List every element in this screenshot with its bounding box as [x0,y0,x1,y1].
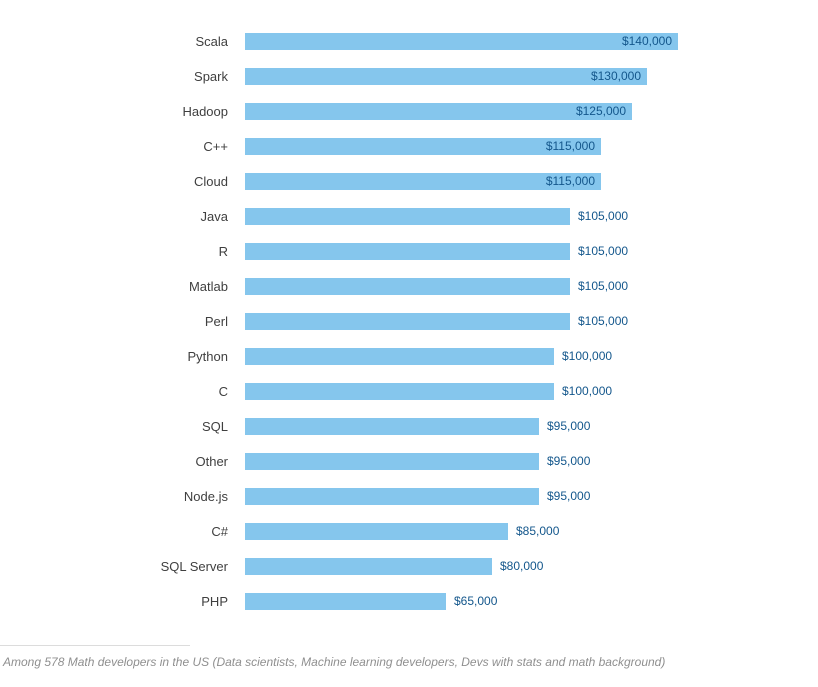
bar [245,173,601,190]
bar [245,593,446,610]
category-label: SQL Server [160,559,228,574]
salary-bar-chart: Scala $140,000 Spark $130,000 Hadoop $125,000… [0,24,818,619]
bar-track: $105,000 [245,243,818,260]
bar [245,243,570,260]
category-label: Matlab [188,279,228,294]
bar [245,33,678,50]
bar-row: R $105,000 [0,234,818,269]
value-label: $105,000 [578,279,629,293]
bar [245,453,539,470]
value-label: $125,000 [575,104,626,118]
bar-row: C $100,000 [0,374,818,409]
bar-row: Perl $105,000 [0,304,818,339]
bar-row: Python $100,000 [0,339,818,374]
bar-track: $140,000 [245,33,818,50]
bar-track: $115,000 [245,138,818,155]
bar-track: $80,000 [245,558,818,575]
value-label: $130,000 [590,69,641,83]
value-label: $100,000 [562,384,613,398]
bar-row: Other $95,000 [0,444,818,479]
category-label: R [218,244,228,259]
bar-track: $105,000 [245,313,818,330]
bar-track: $65,000 [245,593,818,610]
category-label: Perl [204,314,228,329]
bar-row: Java $105,000 [0,199,818,234]
value-label: $105,000 [578,314,629,328]
bar [245,138,601,155]
category-label: Hadoop [182,104,228,119]
bar-track: $100,000 [245,348,818,365]
bar-track: $105,000 [245,208,818,225]
bar-row: Matlab $105,000 [0,269,818,304]
bar-track: $100,000 [245,383,818,400]
value-label: $115,000 [545,139,595,153]
bar-track: $125,000 [245,103,818,120]
bar [245,558,492,575]
category-label: Python [187,349,228,364]
value-label: $65,000 [454,594,498,608]
bar-row: SQL $95,000 [0,409,818,444]
value-label: $80,000 [500,559,544,573]
bar-track: $130,000 [245,68,818,85]
value-label: $140,000 [621,34,672,48]
value-label: $95,000 [547,454,591,468]
bar-row: SQL Server $80,000 [0,549,818,584]
bar [245,278,570,295]
category-label: Scala [195,34,228,49]
value-label: $105,000 [578,209,629,223]
value-label: $105,000 [578,244,629,258]
bar-row: Scala $140,000 [0,24,818,59]
category-label: C [218,384,228,399]
bar [245,208,570,225]
bar-row: Cloud $115,000 [0,164,818,199]
bar-row: Node.js $95,000 [0,479,818,514]
category-label: Node.js [183,489,228,504]
value-label: $95,000 [547,489,591,503]
bar-row: C# $85,000 [0,514,818,549]
footer-divider [0,645,190,646]
bar-row: PHP $65,000 [0,584,818,619]
bar-track: $95,000 [245,453,818,470]
bar [245,68,647,85]
bar [245,383,554,400]
category-label: Spark [194,69,228,84]
chart-footnote: Among 578 Math developers in the US (Dat… [3,655,666,669]
category-label: C# [211,524,228,539]
bar-track: $105,000 [245,278,818,295]
bar-row: Spark $130,000 [0,59,818,94]
bar [245,103,632,120]
category-label: Java [200,209,228,224]
category-label: SQL [201,419,228,434]
bar-row: Hadoop $125,000 [0,94,818,129]
bar-row: C++ $115,000 [0,129,818,164]
category-label: Other [195,454,228,469]
value-label: $95,000 [547,419,591,433]
value-label: $100,000 [562,349,613,363]
bar-track: $85,000 [245,523,818,540]
category-label: Cloud [194,174,228,189]
bar [245,348,554,365]
value-label: $85,000 [516,524,560,538]
chart-rows: Scala $140,000 Spark $130,000 Hadoop $125,000… [0,24,818,619]
bar-track: $95,000 [245,488,818,505]
category-label: C++ [203,139,228,154]
category-label: PHP [201,594,228,609]
bar-track: $95,000 [245,418,818,435]
bar [245,313,570,330]
bar-track: $115,000 [245,173,818,190]
bar [245,418,539,435]
value-label: $115,000 [545,174,595,188]
bar [245,488,539,505]
bar [245,523,508,540]
